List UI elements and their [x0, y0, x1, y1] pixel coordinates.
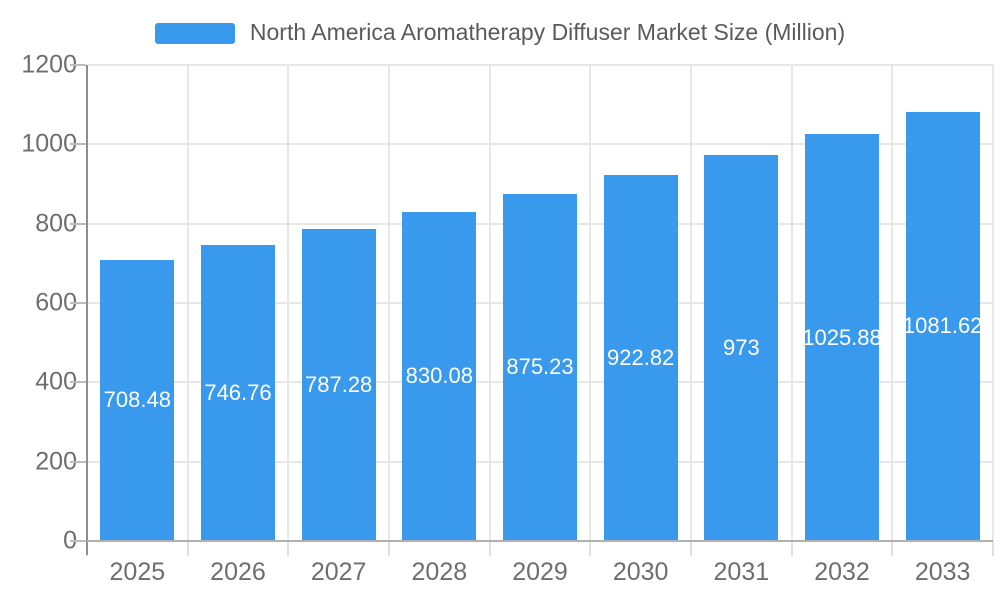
bar-value-label: 1025.88	[805, 324, 879, 350]
x-axis-line	[87, 540, 993, 542]
legend-label: North America Aromatherapy Diffuser Mark…	[249, 19, 846, 46]
x-axis-tick	[790, 541, 793, 556]
x-tick-label: 2033	[914, 558, 971, 586]
x-axis-tick	[287, 541, 290, 556]
bar-2030: 922.82	[603, 174, 678, 541]
bar-value-label: 830.08	[405, 363, 473, 389]
x-axis-tick	[992, 541, 994, 556]
v-gridline	[186, 65, 189, 541]
bar-value-label: 708.48	[103, 387, 171, 413]
v-gridline	[589, 65, 592, 541]
bar-2033: 1081.62	[905, 111, 980, 541]
y-tick-label: 1000	[21, 129, 77, 158]
x-tick-label: 2027	[310, 558, 367, 586]
y-axis-tick	[70, 540, 86, 542]
bar-2032: 1025.88	[805, 134, 879, 541]
bar-value-label: 875.23	[506, 354, 574, 380]
x-axis-tick	[488, 541, 491, 556]
x-tick-label: 2028	[411, 558, 468, 586]
y-tick-label: 1200	[21, 50, 77, 79]
bar-2027: 787.28	[301, 228, 376, 541]
v-gridline	[387, 65, 390, 541]
bar-value-label: 973	[722, 335, 760, 361]
x-tick-label: 2026	[210, 558, 266, 586]
plot-area: 708.48 746.76 787.28 830.08 875.23 922.82 973 1…	[70, 64, 994, 556]
x-tick-label: 2029	[512, 558, 568, 586]
x-tick-label: 2030	[612, 558, 669, 586]
bar-2025: 708.48	[100, 259, 175, 541]
bar-2029: 875.23	[503, 193, 577, 541]
y-axis-tick	[70, 222, 86, 225]
bar-value-label: 746.76	[204, 379, 272, 405]
v-gridline	[689, 65, 692, 541]
bar-value-label: 922.82	[607, 344, 675, 370]
y-axis-tick	[70, 64, 86, 66]
h-gridline	[87, 64, 993, 66]
x-axis-tick	[891, 541, 894, 556]
v-gridline	[790, 65, 793, 541]
bar-2031: 973	[704, 155, 779, 541]
legend-item[interactable]: North America Aromatherapy Diffuser Mark…	[0, 18, 1000, 48]
x-axis-tick	[387, 541, 390, 556]
x-axis-tick	[689, 541, 692, 556]
x-tick-label: 2031	[713, 558, 770, 586]
y-axis-tick	[70, 460, 86, 463]
v-gridline	[891, 65, 894, 541]
x-axis-labels: 2025 2026 2027 2028 2029 2030 2031 2032 2033	[87, 560, 993, 590]
bar-2028: 830.08	[402, 211, 477, 541]
bar-value-label: 1081.62	[905, 313, 980, 339]
y-axis-tick	[70, 302, 86, 304]
x-axis-tick	[589, 541, 592, 556]
x-axis-tick	[186, 541, 189, 556]
legend-swatch	[154, 22, 235, 44]
x-tick-label: 2025	[109, 558, 166, 586]
v-gridline	[287, 65, 290, 541]
h-gridline	[87, 143, 993, 146]
v-gridline	[488, 65, 491, 541]
v-gridline	[992, 65, 994, 541]
y-axis-line	[86, 65, 88, 555]
x-tick-label: 2032	[814, 558, 870, 586]
bar-2026: 746.76	[200, 244, 275, 541]
y-axis-tick	[70, 143, 86, 146]
y-axis-labels: 0 200 400 600 800 1000 1200	[0, 52, 77, 553]
bar-value-label: 787.28	[305, 371, 373, 397]
y-axis-tick	[70, 381, 86, 384]
